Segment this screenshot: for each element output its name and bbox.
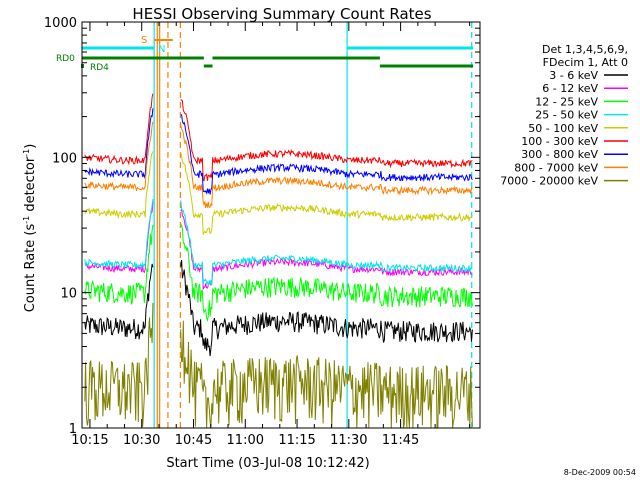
flag-label-rd0: RD0 xyxy=(56,54,75,64)
series-300-800-keV xyxy=(84,108,473,195)
series-line xyxy=(84,151,154,220)
legend: Det 1,3,4,5,6,9, FDecim 1, Att 0 3 - 6 k… xyxy=(500,43,628,188)
legend-label: 25 - 50 keV xyxy=(535,109,598,122)
series-line xyxy=(84,108,154,179)
series-100-300-keV xyxy=(84,93,473,182)
plot-area xyxy=(81,22,474,429)
y-tick-label: 100 xyxy=(52,151,77,166)
y-axis-label-sup1: -1 xyxy=(22,216,31,224)
series-line xyxy=(84,263,154,340)
legend-header-1: Det 1,3,4,5,6,9, xyxy=(542,43,628,56)
flag-label-rd4: RD4 xyxy=(90,63,109,73)
y-axis-label: Count Rate (s-1 detector-1) xyxy=(22,144,38,313)
series-line xyxy=(84,225,154,305)
legend-label: 12 - 25 keV xyxy=(535,95,598,108)
series-line xyxy=(180,124,473,209)
y-axis-label-mid: detector xyxy=(23,156,38,216)
series-line xyxy=(180,320,473,429)
legend-label: 50 - 100 keV xyxy=(528,122,598,135)
flag-label-night: N xyxy=(158,44,165,55)
y-tick-label: 1 xyxy=(69,422,77,437)
series-50-100-keV xyxy=(84,151,473,235)
series-line xyxy=(180,114,473,195)
y-tick-label: 1000 xyxy=(44,16,77,31)
series-line xyxy=(84,201,154,274)
flag-labels: S N RD0 RD4 xyxy=(56,35,165,73)
x-tick-label: 11:00 xyxy=(227,433,264,448)
y-axis-label-sup2: -1 xyxy=(22,149,31,157)
x-axis-label: Start Time (03-Jul-08 10:12:42) xyxy=(166,456,369,471)
y-tick-label: 10 xyxy=(60,287,77,302)
x-tick-label: 10:45 xyxy=(175,433,212,448)
x-tick-label: 10:30 xyxy=(123,433,160,448)
legend-label: 300 - 800 keV xyxy=(521,148,598,161)
series-line xyxy=(180,99,473,182)
flag-label-saa: S xyxy=(141,35,147,46)
x-axis: 10:15 10:30 10:45 11:00 11:15 11:30 11:45 xyxy=(71,22,471,448)
legend-label: 100 - 300 keV xyxy=(521,135,598,148)
legend-label: 800 - 7000 keV xyxy=(514,161,598,174)
series-line xyxy=(84,121,154,192)
series-line xyxy=(180,207,473,290)
legend-label: 3 - 6 keV xyxy=(549,69,598,82)
flag-bars xyxy=(81,39,474,68)
series-line xyxy=(180,259,473,357)
series-7000-20000-keV xyxy=(84,302,473,429)
x-tick-label: 10:15 xyxy=(71,433,108,448)
plot-frame xyxy=(81,21,481,429)
series-line xyxy=(84,93,154,166)
y-axis-label-main: Count Rate (s xyxy=(23,224,38,313)
series-12-25-keV xyxy=(84,223,473,322)
x-tick-label: 11:15 xyxy=(278,433,315,448)
series-line xyxy=(180,200,473,286)
x-tick-label: 11:45 xyxy=(382,433,419,448)
y-axis: 1 10 100 1000 xyxy=(44,16,480,437)
chart-title: HESSI Observing Summary Count Rates xyxy=(132,5,431,23)
series-3-6-keV xyxy=(84,259,473,357)
legend-label: 6 - 12 keV xyxy=(542,82,598,95)
series-line xyxy=(84,302,154,427)
series-line xyxy=(84,199,154,269)
series-800-7000-keV xyxy=(84,121,473,209)
series-25-50-keV xyxy=(84,199,473,286)
legend-label: 7000 - 20000 keV xyxy=(500,175,598,188)
legend-header-2: FDecim 1, Att 0 xyxy=(543,56,628,69)
timestamp: 8-Dec-2009 00:54 xyxy=(564,468,636,477)
series-line xyxy=(180,223,473,322)
x-tick-label: 11:30 xyxy=(330,433,367,448)
y-axis-label-end: ) xyxy=(23,144,38,149)
series-6-12-keV xyxy=(84,201,473,290)
series-line xyxy=(180,152,473,235)
